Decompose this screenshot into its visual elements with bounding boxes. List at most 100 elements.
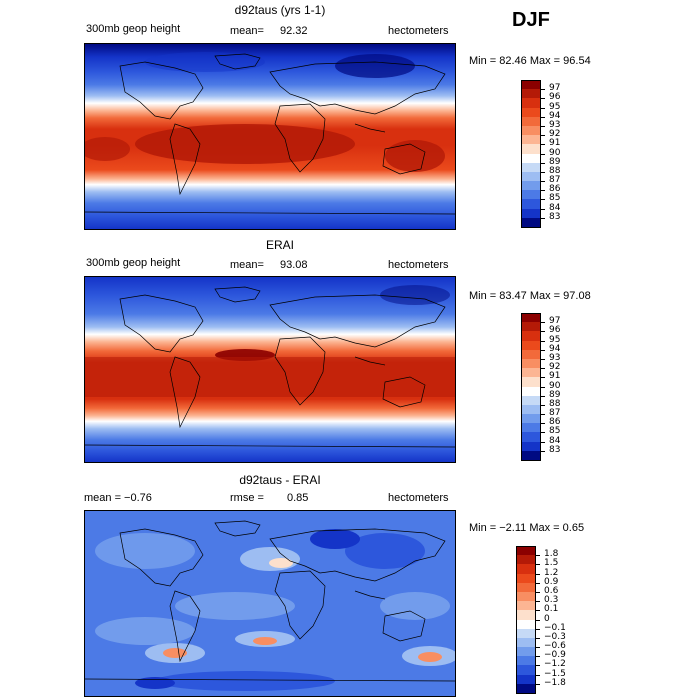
- panel2-colorbar-cell: [521, 322, 541, 332]
- panel3-colorbar-label: 0.1: [544, 604, 559, 615]
- panel1-colorbar-tick: [541, 89, 545, 91]
- panel1-colorbar-tick: [541, 107, 545, 109]
- panel1-colorbar-cell: [521, 80, 541, 90]
- panel3-colorbar-cell: [516, 601, 536, 611]
- panel2-colorbar-tick: [541, 331, 545, 333]
- panel1-colorbar-tick: [541, 199, 545, 201]
- panel1-colorbar-cell: [521, 171, 541, 182]
- panel3-colorbar-cell: [516, 591, 536, 602]
- panel3-colorbar-label: −1.2: [544, 659, 566, 670]
- panel3-colorbar-tick: [536, 601, 540, 603]
- panel1-colorbar-tick: [541, 190, 545, 192]
- panel1-colorbar-cell: [521, 89, 541, 99]
- panel2-colorbar-tick: [541, 349, 545, 351]
- panel2-colorbar-cell: [521, 349, 541, 360]
- panel1-colorbar-cell: [521, 181, 541, 191]
- panel2-colorbar-tick: [541, 395, 545, 397]
- panel3-colorbar-label: −1.5: [544, 668, 566, 679]
- season-label: DJF: [512, 9, 550, 31]
- panel2-colorbar-cell: [521, 313, 541, 323]
- panel3-colorbar-cell: [516, 656, 536, 666]
- panel2-mean-value: 93.08: [280, 259, 308, 271]
- panel2-colorbar-label: 91: [549, 371, 561, 382]
- panel2-colorbar-cell: [521, 368, 541, 378]
- panel2-colorbar-label: 83: [549, 444, 561, 455]
- panel1-colorbar-cell: [521, 153, 541, 164]
- panel1-colorbar-cell: [521, 98, 541, 109]
- panel2-colorbar-tick: [541, 441, 545, 443]
- panel2-map: [84, 276, 456, 463]
- panel1-colorbar-tick: [541, 208, 545, 210]
- panel3-colorbar-label: −0.9: [544, 650, 566, 661]
- panel2-colorbar-cell: [521, 386, 541, 397]
- panel1-colorbar-label: 86: [549, 184, 561, 195]
- panel3-colorbar-cell: [516, 610, 536, 620]
- panel1-colorbar-label: 83: [549, 211, 561, 222]
- panel2-colorbar-cell: [521, 450, 541, 461]
- panel1-colorbar-cell: [521, 135, 541, 145]
- panel2-colorbar-label: 87: [549, 408, 561, 419]
- panel2-map-svg: [85, 277, 455, 462]
- panel1-colorbar-tick: [541, 153, 545, 155]
- panel1-units: hectometers: [388, 25, 449, 37]
- panel2-colorbar-cell: [521, 423, 541, 433]
- panel3-colorbar-cell: [516, 637, 536, 648]
- panel1-minmax: Min = 82.46 Max = 96.54: [469, 55, 591, 67]
- panel2-colorbar-tick: [541, 368, 545, 370]
- panel3-colorbar-tick: [536, 647, 540, 649]
- panel1-colorbar-tick: [541, 181, 545, 183]
- panel2-colorbar-tick: [541, 450, 545, 452]
- panel1-map-svg: [85, 44, 455, 229]
- panel2-colorbar-tick: [541, 377, 545, 379]
- panel1-colorbar-label: 85: [549, 193, 561, 204]
- panel3-colorbar-cell: [516, 619, 536, 630]
- panel3-colorbar-label: 0.3: [544, 595, 559, 606]
- panel2-colorbar-tick: [541, 414, 545, 416]
- panel3-colorbar-cell: [516, 683, 536, 694]
- panel3-colorbar-label: 0.9: [544, 576, 559, 587]
- panel2-colorbar-label: 86: [549, 417, 561, 428]
- panel3-colorbar-label: −1.8: [544, 677, 566, 688]
- panel1-colorbar-tick: [541, 98, 545, 100]
- panel3-colorbar-label: 1.2: [544, 567, 559, 578]
- panel2-colorbar-label: 97: [549, 316, 561, 327]
- panel2-colorbar-label: 95: [549, 334, 561, 345]
- panel3-colorbar-cell: [516, 674, 536, 685]
- panel1-colorbar-label: 93: [549, 119, 561, 130]
- panel1-colorbar-cell: [521, 190, 541, 200]
- panel2-colorbar-tick: [541, 386, 545, 388]
- panel1-colorbar-tick: [541, 116, 545, 118]
- panel1-colorbar-label: 97: [549, 83, 561, 94]
- panel2-colorbar-cell: [521, 331, 541, 342]
- panel1-colorbar-label: 96: [549, 92, 561, 103]
- panel3-map: [84, 510, 456, 697]
- panel1-colorbar-cell: [521, 199, 541, 210]
- panel2-colorbar-label: 94: [549, 343, 561, 354]
- panel1-colorbar-label: 92: [549, 129, 561, 140]
- panel3-colorbar-cell: [516, 564, 536, 575]
- panel3-units: hectometers: [388, 492, 449, 504]
- panel2-units: hectometers: [388, 259, 449, 271]
- panel1-mean-label: mean=: [230, 25, 264, 37]
- panel3-colorbar-tick: [536, 582, 540, 584]
- panel3-colorbar-label: 1.5: [544, 558, 559, 569]
- panel1-colorbar-tick: [541, 217, 545, 219]
- panel2-colorbar-label: 93: [549, 352, 561, 363]
- panel2-colorbar-label: 85: [549, 426, 561, 437]
- panel2-colorbar-label: 96: [549, 325, 561, 336]
- panel1-colorbar-label: 88: [549, 165, 561, 176]
- panel3-colorbar-cell: [516, 628, 536, 639]
- panel2-title: ERAI: [265, 238, 294, 252]
- panel2-colorbar-label: 89: [549, 389, 561, 400]
- panel1-map: [84, 43, 456, 230]
- panel3-colorbar-cell: [516, 573, 536, 584]
- panel3-colorbar-cell: [516, 555, 536, 565]
- panel3-colorbar-cell: [516, 582, 536, 593]
- panel1-colorbar-cell: [521, 107, 541, 118]
- panel2-mean-label: mean=: [230, 259, 264, 271]
- panel3-colorbar-cell: [516, 546, 536, 556]
- panel3-colorbar-label: −0.3: [544, 631, 566, 642]
- panel3-colorbar-tick: [536, 573, 540, 575]
- panel3-colorbar-label: 1.8: [544, 549, 559, 560]
- panel2-colorbar-tick: [541, 404, 545, 406]
